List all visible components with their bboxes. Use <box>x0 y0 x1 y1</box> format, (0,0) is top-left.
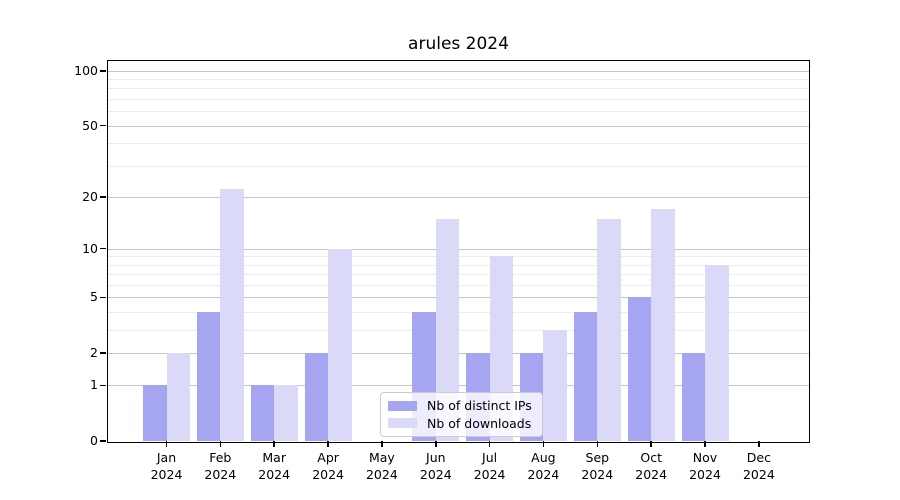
gridline-minor <box>108 88 809 90</box>
x-axis-tick <box>165 441 168 447</box>
x-tick-label: Apr 2024 <box>296 450 360 483</box>
bar-distinct-ips <box>196 311 221 441</box>
bar-downloads <box>274 385 298 441</box>
legend-label-distinct-ips: Nb of distinct IPs <box>427 398 532 414</box>
x-tick-label-year: 2024 <box>419 466 452 482</box>
gridline-major <box>108 125 809 127</box>
x-tick-label-month: Oct <box>640 450 662 465</box>
legend-label-downloads: Nb of downloads <box>427 415 532 431</box>
x-tick-label-month: Feb <box>209 450 232 465</box>
x-tick-label-year: 2024 <box>150 466 183 482</box>
chart-title: arules 2024 <box>408 34 509 54</box>
bar-downloads <box>705 264 729 441</box>
x-tick-label-year: 2024 <box>204 466 237 482</box>
bar-downloads <box>166 352 190 441</box>
x-tick-label-year: 2024 <box>527 466 560 482</box>
x-tick-label: Jan 2024 <box>135 450 199 483</box>
bar-distinct-ips <box>304 352 329 441</box>
x-tick-label-year: 2024 <box>365 466 398 482</box>
bar-distinct-ips <box>250 385 275 441</box>
x-tick-label-year: 2024 <box>742 466 775 482</box>
y-axis-tick <box>100 384 106 387</box>
x-tick-label: Oct 2024 <box>619 450 683 483</box>
bar-downloads <box>220 189 244 441</box>
x-tick-label-month: Aug <box>531 450 556 465</box>
x-axis-tick <box>488 441 491 447</box>
gridline-minor <box>108 165 809 167</box>
legend-swatch-distinct-ips <box>388 400 417 411</box>
x-axis-tick <box>704 441 706 447</box>
y-tick-label: 20 <box>82 188 98 204</box>
bar-downloads <box>597 218 621 441</box>
bar-distinct-ips <box>573 311 598 441</box>
x-tick-label-year: 2024 <box>635 466 668 482</box>
x-tick-label: Aug 2024 <box>511 450 575 483</box>
y-axis-tick <box>100 440 106 442</box>
y-tick-label: 50 <box>82 117 98 133</box>
gridline-minor <box>108 99 809 100</box>
x-axis-tick <box>650 441 652 447</box>
y-tick-label: 10 <box>82 240 98 256</box>
x-axis-tick <box>596 441 599 447</box>
x-tick-label-month: Apr <box>317 450 339 465</box>
x-tick-label: Mar 2024 <box>242 450 306 483</box>
x-axis-tick <box>273 441 275 447</box>
gridline-minor <box>108 79 809 81</box>
x-tick-label-year: 2024 <box>312 466 344 482</box>
x-tick-label-month: Mar <box>262 450 286 465</box>
x-axis-tick <box>381 441 383 447</box>
y-tick-label: 5 <box>90 289 98 305</box>
x-tick-label: Dec 2024 <box>727 450 791 483</box>
x-tick-label-year: 2024 <box>473 466 506 482</box>
legend-swatch-downloads <box>388 418 417 429</box>
y-tick-label: 0 <box>90 433 98 448</box>
x-tick-label: Feb 2024 <box>188 450 252 483</box>
x-tick-label: Jul 2024 <box>458 450 522 483</box>
x-tick-label-year: 2024 <box>581 466 614 482</box>
legend-item-downloads: Nb of downloads <box>388 416 535 431</box>
bar-distinct-ips <box>627 297 652 441</box>
bar-downloads <box>435 218 460 441</box>
x-tick-label-month: Sep <box>585 450 610 465</box>
x-tick-label-year: 2024 <box>258 466 291 482</box>
bar-downloads <box>328 248 352 441</box>
gridline-major <box>108 196 809 198</box>
x-tick-label: Nov 2024 <box>673 450 737 483</box>
bar-downloads <box>543 329 567 441</box>
x-tick-label-month: Jun <box>426 450 446 465</box>
x-axis-tick <box>758 441 760 447</box>
x-axis-tick <box>327 441 329 447</box>
x-tick-label-year: 2024 <box>689 466 721 482</box>
y-axis-tick <box>100 196 106 198</box>
x-tick-label: May 2024 <box>350 450 414 483</box>
x-tick-label: Sep 2024 <box>565 450 629 483</box>
y-axis-tick <box>100 352 106 354</box>
x-axis-tick <box>542 441 545 447</box>
x-tick-label-month: May <box>368 450 395 465</box>
y-tick-label: 2 <box>90 344 98 360</box>
y-axis-tick <box>100 247 106 250</box>
x-tick-label: Jun 2024 <box>404 450 468 483</box>
y-axis-tick <box>100 70 106 72</box>
y-tick-label: 1 <box>90 377 98 393</box>
plot-area: 0 1 2 5 10 20 50 100 Jan 2024 Feb 2024 Mar 2024 Apr 202… <box>74 60 810 482</box>
legend-item-distinct-ips: Nb of distinct IPs <box>388 398 535 413</box>
bar-downloads <box>651 209 675 441</box>
x-tick-label-month: Jul <box>482 450 498 465</box>
y-axis-tick <box>100 296 106 298</box>
x-tick-label-month: Jan <box>156 450 177 465</box>
y-tick-label: 100 <box>74 62 98 78</box>
x-axis-tick <box>219 441 222 447</box>
gridline-minor <box>108 111 809 113</box>
x-axis-tick <box>435 441 437 447</box>
x-tick-label-month: Nov <box>692 450 718 465</box>
x-tick-label-month: Dec <box>746 450 771 465</box>
legend: Nb of distinct IPs Nb of downloads <box>380 392 543 437</box>
bar-distinct-ips <box>143 385 167 441</box>
gridline-minor <box>108 143 809 144</box>
gridline-major <box>108 70 809 72</box>
bar-distinct-ips <box>681 352 705 441</box>
y-axis-tick <box>100 124 106 127</box>
